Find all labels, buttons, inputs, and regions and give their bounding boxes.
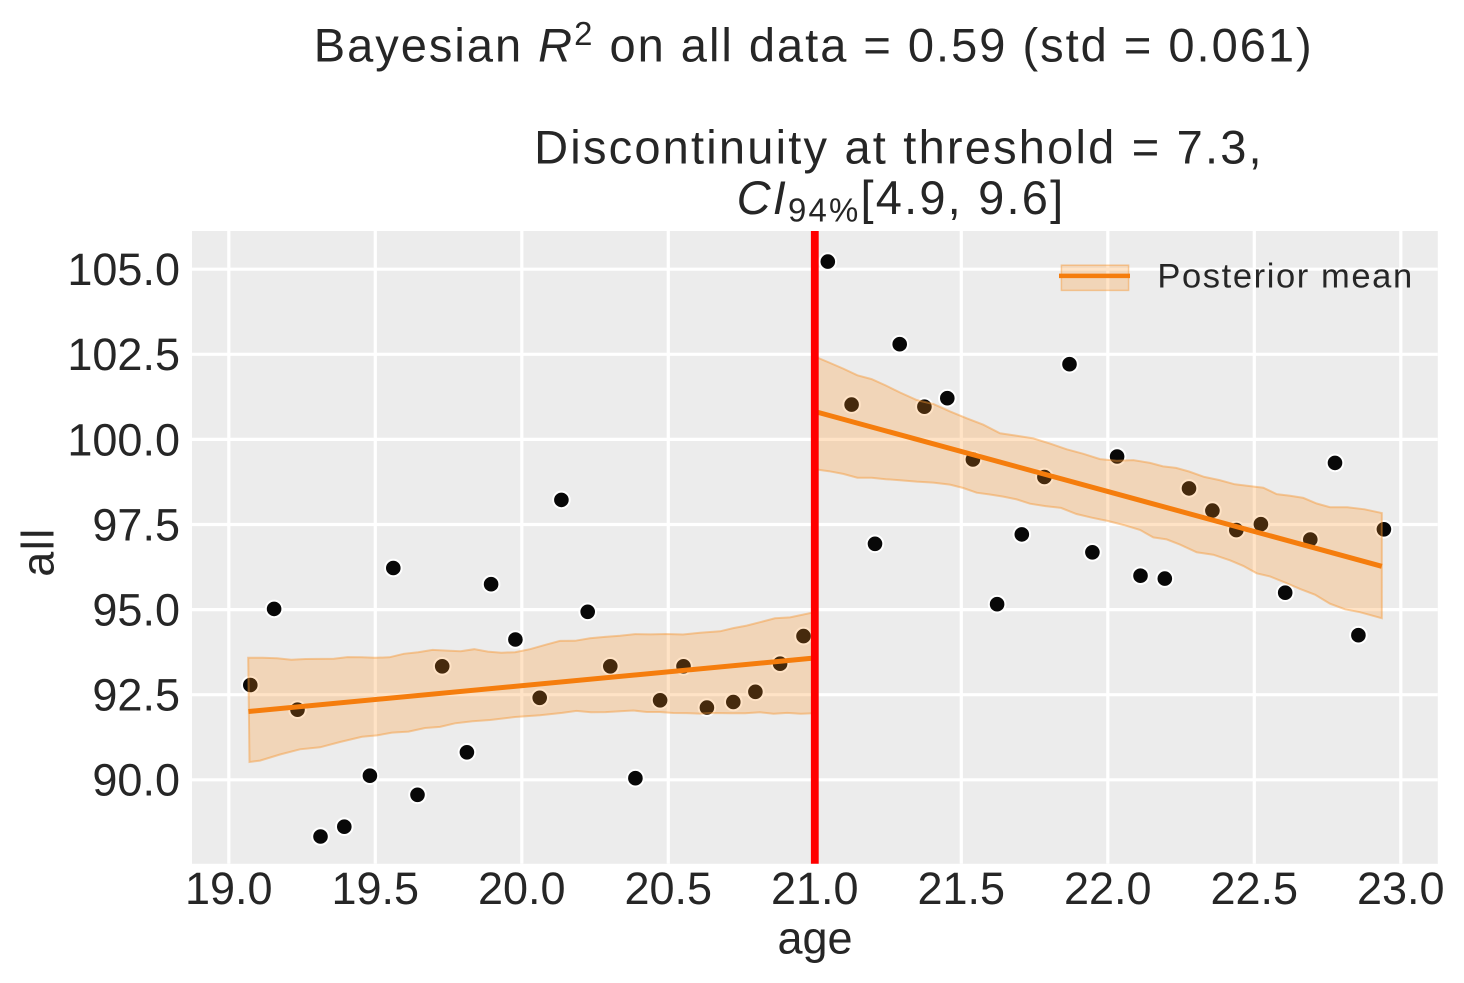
svg-text:19.5: 19.5: [332, 863, 420, 914]
svg-text:19.0: 19.0: [185, 863, 273, 914]
svg-text:CI94%[4.9, 9.6]: CI94%[4.9, 9.6]: [737, 171, 1066, 228]
svg-text:Discontinuity at threshold = 7: Discontinuity at threshold = 7.3,: [534, 121, 1264, 174]
svg-text:all: all: [12, 527, 63, 577]
svg-text:Posterior mean: Posterior mean: [1157, 258, 1413, 296]
svg-text:22.0: 22.0: [1064, 863, 1152, 914]
svg-text:92.5: 92.5: [92, 670, 180, 721]
svg-text:97.5: 97.5: [92, 499, 180, 550]
svg-text:100.0: 100.0: [67, 414, 180, 465]
svg-text:105.0: 105.0: [67, 244, 180, 295]
svg-text:102.5: 102.5: [67, 329, 180, 380]
svg-text:21.0: 21.0: [771, 863, 859, 914]
svg-text:20.5: 20.5: [625, 863, 713, 914]
svg-text:20.0: 20.0: [478, 863, 566, 914]
svg-text:95.0: 95.0: [92, 585, 180, 636]
svg-text:90.0: 90.0: [92, 755, 180, 806]
svg-text:age: age: [777, 913, 852, 964]
svg-text:Bayesian R2 on all data = 0.59: Bayesian R2 on all data = 0.59 (std = 0.…: [314, 15, 1314, 72]
svg-text:22.5: 22.5: [1211, 863, 1299, 914]
svg-text:21.5: 21.5: [918, 863, 1006, 914]
svg-text:23.0: 23.0: [1357, 863, 1445, 914]
